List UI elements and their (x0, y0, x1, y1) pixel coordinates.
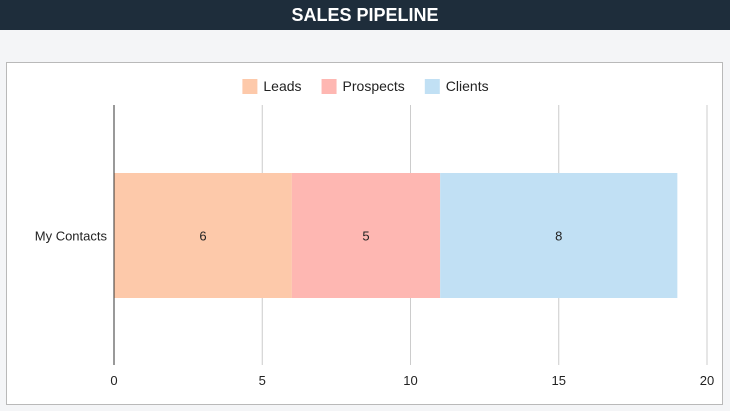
bar-prospects[interactable] (291, 173, 441, 298)
data-label: 5 (362, 229, 369, 244)
axes: 0 5 10 15 20 My Contacts (35, 105, 714, 388)
legend-swatch-leads (242, 79, 258, 94)
legend-label-clients: Clients (446, 78, 489, 94)
bars: 6 5 8 (114, 173, 678, 298)
x-tick-label: 5 (259, 373, 266, 388)
data-label: 8 (555, 229, 562, 244)
x-tick-label: 15 (552, 373, 566, 388)
category-label: My Contacts (35, 229, 108, 244)
x-tick-label: 20 (700, 373, 714, 388)
legend-label-leads: Leads (263, 78, 301, 94)
header-bar: SALES PIPELINE (0, 0, 730, 30)
x-tick-label: 0 (110, 373, 117, 388)
legend-swatch-clients (424, 79, 440, 94)
legend-swatch-prospects (321, 79, 337, 94)
data-label: 6 (199, 229, 206, 244)
bar-clients[interactable] (440, 173, 678, 298)
legend-label-prospects: Prospects (343, 78, 405, 94)
x-tick-label: 10 (403, 373, 417, 388)
bar-leads[interactable] (114, 173, 292, 298)
legend: Leads Prospects Clients (242, 78, 489, 94)
page-title: SALES PIPELINE (291, 4, 439, 25)
